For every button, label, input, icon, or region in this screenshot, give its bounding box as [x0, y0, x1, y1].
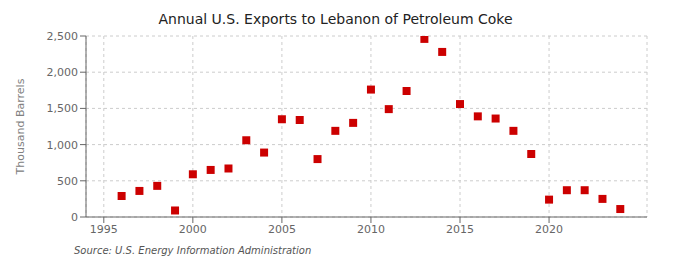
svg-text:Thousand Barrels: Thousand Barrels: [14, 78, 27, 175]
svg-text:1995: 1995: [90, 223, 118, 236]
svg-text:2,500: 2,500: [47, 30, 79, 43]
svg-text:2000: 2000: [179, 223, 207, 236]
svg-text:1,000: 1,000: [47, 139, 79, 152]
svg-text:2010: 2010: [357, 223, 385, 236]
svg-text:2,000: 2,000: [47, 66, 79, 79]
html-text:Source: U.S. Energy Informatio: Source: U.S. Energy Information Administ…: [74, 245, 312, 256]
svg-text:2015: 2015: [446, 223, 474, 236]
svg-text:1,500: 1,500: [47, 102, 79, 115]
svg-text:2005: 2005: [268, 223, 296, 236]
svg-text:0: 0: [71, 211, 78, 224]
html-text:Annual U.S. Exports to Lebanon: Annual U.S. Exports to Lebanon of Petrol…: [158, 11, 513, 27]
svg-text:500: 500: [57, 175, 78, 188]
svg-text:2020: 2020: [535, 223, 563, 236]
